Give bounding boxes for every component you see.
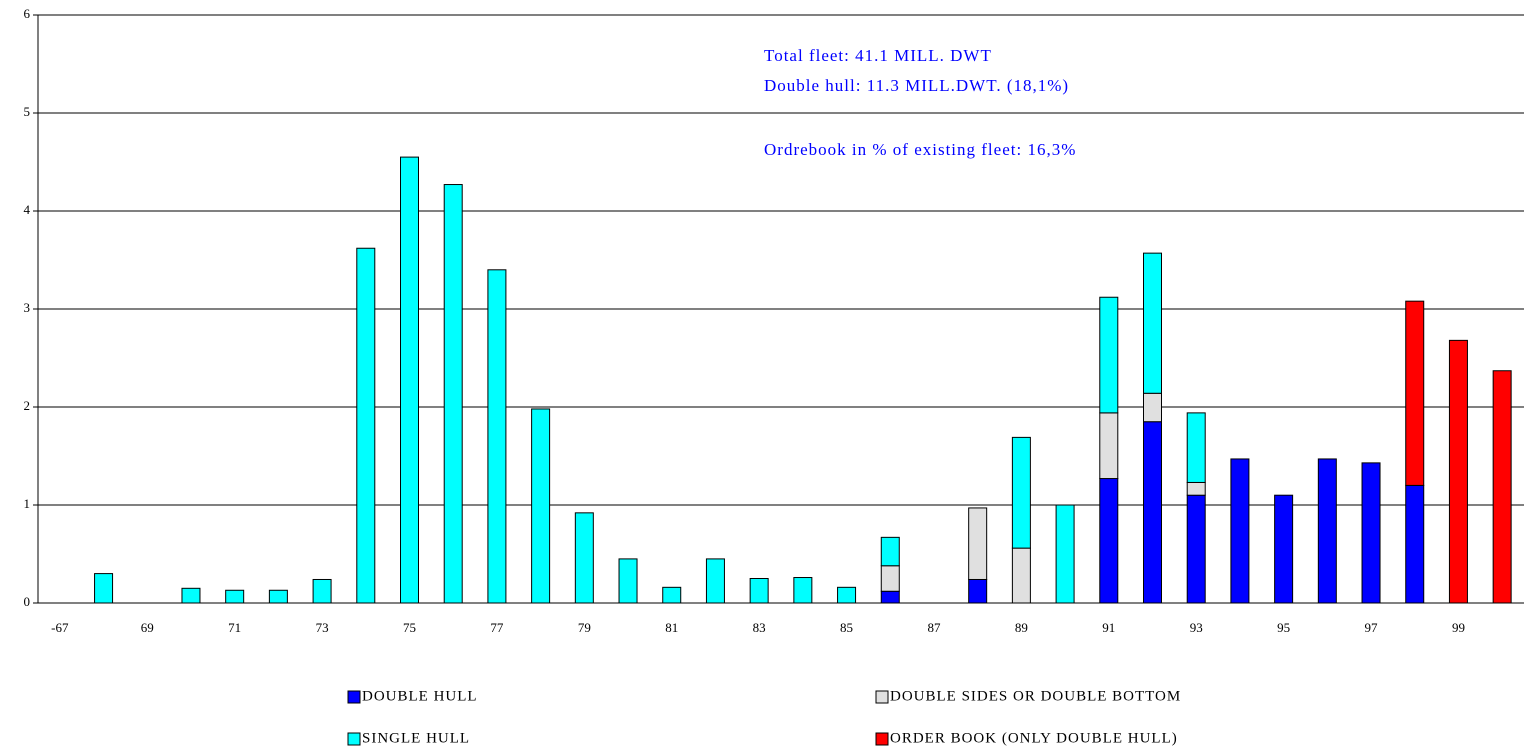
x-tick-label: 87 <box>927 620 941 635</box>
annotation: Double hull: 11.3 MILL.DWT. (18,1%) <box>764 76 1069 95</box>
y-tick-label: 4 <box>24 202 31 217</box>
legend-label: DOUBLE HULL <box>362 688 478 704</box>
bar-segment <box>1143 252 1162 394</box>
bar-segment <box>531 408 551 604</box>
bar-segment <box>1230 458 1250 604</box>
y-tick-label: 2 <box>24 398 31 413</box>
bar-segment <box>487 269 507 604</box>
bar-segment <box>1405 300 1425 486</box>
x-tick-label: 97 <box>1365 620 1379 635</box>
x-tick-label: 85 <box>840 620 853 635</box>
y-tick-label: 5 <box>24 104 31 119</box>
y-tick-label: 0 <box>24 594 31 609</box>
bar-segment <box>312 578 332 604</box>
bar-segment <box>705 558 725 604</box>
y-tick-label: 1 <box>24 496 31 511</box>
legend-swatch <box>347 732 361 746</box>
annotation: Total fleet: 41.1 MILL. DWT <box>764 46 992 65</box>
y-tick-label: 3 <box>24 300 31 315</box>
bar-segment <box>574 512 594 604</box>
bar-segment <box>1143 392 1162 423</box>
x-tick-label: 75 <box>403 620 416 635</box>
bar-segment <box>968 507 988 580</box>
bar-segment <box>268 589 288 604</box>
x-tick-label: 91 <box>1102 620 1115 635</box>
x-tick-label: 83 <box>753 620 766 635</box>
bar-segment <box>1186 494 1206 604</box>
bar-segment <box>443 184 463 604</box>
bar-segment <box>1055 504 1075 604</box>
bar-segment <box>1361 462 1381 604</box>
legend-swatch <box>875 732 889 746</box>
bar-segment <box>662 586 682 604</box>
legend-swatch <box>875 690 889 704</box>
x-tick-label: 71 <box>228 620 241 635</box>
bar-segment <box>1011 547 1031 604</box>
bar-segment <box>400 156 419 604</box>
bar-segment <box>1405 484 1425 604</box>
annotation: Ordrebook in % of existing fleet: 16,3% <box>764 140 1076 159</box>
y-tick-label: 6 <box>24 6 31 21</box>
bar-segment <box>968 578 988 604</box>
bar-segment <box>880 590 900 604</box>
bar-segment <box>1492 370 1512 604</box>
bar-segment <box>1099 296 1119 414</box>
bar-segment <box>1099 478 1119 604</box>
bar-segment <box>1099 412 1119 480</box>
bar-segment <box>1011 436 1031 549</box>
bar-segment <box>356 247 376 604</box>
bar-segment <box>880 565 900 592</box>
bar-segment <box>1317 458 1337 604</box>
legend-swatch <box>347 690 361 704</box>
bar-segment <box>225 589 245 604</box>
legend-label: SINGLE HULL <box>362 730 470 746</box>
x-tick-label: 95 <box>1277 620 1290 635</box>
bar-segment <box>94 573 114 604</box>
x-tick-label: 79 <box>578 620 591 635</box>
x-tick-label: 93 <box>1190 620 1203 635</box>
bar-segment <box>880 536 900 567</box>
x-tick-label: 69 <box>141 620 154 635</box>
bar-segment <box>1274 494 1294 604</box>
legend-label: DOUBLE SIDES OR DOUBLE BOTTOM <box>890 688 1181 704</box>
x-tick-label: 73 <box>316 620 329 635</box>
bar-segment <box>181 587 201 604</box>
x-tick-label: 81 <box>665 620 678 635</box>
legend-label: ORDER BOOK (ONLY DOUBLE HULL) <box>890 730 1178 746</box>
x-tick-label: 77 <box>490 620 504 635</box>
bar-segment <box>618 558 638 604</box>
x-tick-label: -67 <box>51 620 69 635</box>
bar-segment <box>1448 339 1468 604</box>
bar-segment <box>837 586 857 604</box>
x-tick-label: 89 <box>1015 620 1028 635</box>
x-tick-label: 99 <box>1452 620 1465 635</box>
bar-segment <box>793 577 813 604</box>
bar-segment <box>1186 412 1206 483</box>
bar-segment <box>1143 421 1162 604</box>
bar-segment <box>1186 481 1206 496</box>
bar-segment <box>749 578 769 604</box>
